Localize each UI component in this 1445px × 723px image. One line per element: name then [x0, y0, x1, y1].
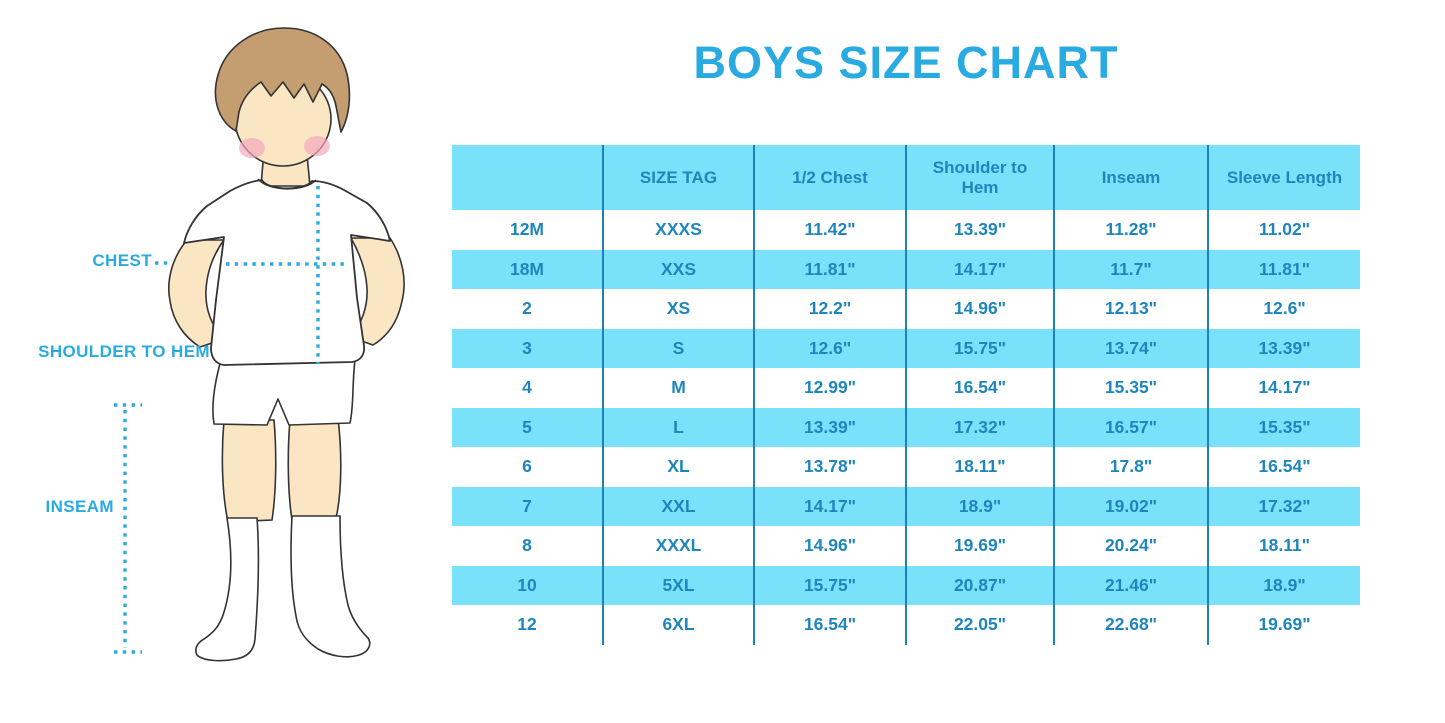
size-cell: 6: [452, 447, 602, 487]
blush-left: [239, 138, 265, 158]
page-title: BOYS SIZE CHART: [693, 37, 1119, 88]
left-sock: [195, 517, 260, 662]
sleeve-length-cell: 18.11": [1207, 526, 1360, 566]
size-tag-cell: 5XL: [602, 565, 753, 605]
inseam-cell: 11.7": [1053, 249, 1207, 289]
half-chest-cell: 13.39": [753, 407, 905, 447]
shoulder-hem-cell: 16.54": [905, 368, 1053, 408]
t-shirt: [183, 179, 391, 366]
size-tag-cell: XXS: [602, 249, 753, 289]
half-chest-cell: 13.78": [753, 447, 905, 487]
sleeve-length-cell: 11.02": [1207, 210, 1360, 250]
shoulder-hem-cell: 17.32": [905, 407, 1053, 447]
inseam-cell: 20.24": [1053, 526, 1207, 566]
right-sock: [290, 515, 371, 658]
sleeve-length-cell: 16.54": [1207, 447, 1360, 487]
size-tag-cell: XL: [602, 447, 753, 487]
half-chest-cell: 15.75": [753, 565, 905, 605]
shoulder-hem-cell: 13.39": [905, 210, 1053, 250]
header-size: [452, 145, 602, 210]
half-chest-cell: 14.96": [753, 526, 905, 566]
half-chest-cell: 12.6": [753, 328, 905, 368]
inseam-cell: 15.35": [1053, 368, 1207, 408]
size-tag-cell: S: [602, 328, 753, 368]
inseam-cell: 16.57": [1053, 407, 1207, 447]
sleeve-length-cell: 11.81": [1207, 249, 1360, 289]
sleeve-length-cell: 19.69": [1207, 605, 1360, 645]
measurement-diagram: CHEST SHOULDER TO HEM INSEAM: [0, 0, 450, 723]
inseam-cell: 12.13": [1053, 289, 1207, 329]
shoulder-hem-cell: 18.9": [905, 486, 1053, 526]
size-cell: 10: [452, 565, 602, 605]
header-inseam: Inseam: [1053, 145, 1207, 210]
size-cell: 5: [452, 407, 602, 447]
size-tag-cell: L: [602, 407, 753, 447]
size-table: SIZE TAG 1/2 Chest Shoulder to Hem Insea…: [452, 145, 1360, 645]
size-cell: 3: [452, 328, 602, 368]
sleeve-length-cell: 13.39": [1207, 328, 1360, 368]
sleeve-length-cell: 17.32": [1207, 486, 1360, 526]
shoulder-hem-cell: 15.75": [905, 328, 1053, 368]
shoulder-hem-cell: 14.17": [905, 249, 1053, 289]
shoulder-hem-cell: 22.05": [905, 605, 1053, 645]
inseam-cell: 17.8": [1053, 447, 1207, 487]
header-sleeve-length: Sleeve Length: [1207, 145, 1360, 210]
shorts: [212, 359, 356, 426]
collar-line: [257, 178, 317, 190]
inseam-label: INSEAM: [45, 497, 114, 516]
size-cell: 12M: [452, 210, 602, 250]
size-tag-cell: XXL: [602, 486, 753, 526]
size-tag-cell: XXXS: [602, 210, 753, 250]
hair: [214, 27, 351, 133]
size-cell: 8: [452, 526, 602, 566]
size-cell: 7: [452, 486, 602, 526]
header-half-chest: 1/2 Chest: [753, 145, 905, 210]
inseam-cell: 22.68": [1053, 605, 1207, 645]
size-tag-cell: XXXL: [602, 526, 753, 566]
shoulder-to-hem-label: SHOULDER TO HEM: [38, 342, 210, 361]
shoulder-hem-cell: 14.96": [905, 289, 1053, 329]
size-tag-cell: M: [602, 368, 753, 408]
size-cell: 12: [452, 605, 602, 645]
half-chest-cell: 16.54": [753, 605, 905, 645]
inseam-cell: 11.28": [1053, 210, 1207, 250]
shoulder-hem-cell: 20.87": [905, 565, 1053, 605]
size-cell: 18M: [452, 249, 602, 289]
half-chest-cell: 11.42": [753, 210, 905, 250]
boy-illustration: [114, 27, 405, 662]
blush-right: [304, 136, 330, 156]
half-chest-cell: 11.81": [753, 249, 905, 289]
inseam-cell: 13.74": [1053, 328, 1207, 368]
inseam-cell: 19.02": [1053, 486, 1207, 526]
right-thigh: [287, 417, 342, 521]
inseam-cell: 21.46": [1053, 565, 1207, 605]
size-cell: 2: [452, 289, 602, 329]
header-shoulder-to-hem: Shoulder to Hem: [905, 145, 1053, 210]
chest-label: CHEST: [92, 251, 152, 270]
sleeve-length-cell: 12.6": [1207, 289, 1360, 329]
sleeve-length-cell: 15.35": [1207, 407, 1360, 447]
half-chest-cell: 12.2": [753, 289, 905, 329]
size-cell: 4: [452, 368, 602, 408]
left-thigh: [221, 419, 277, 523]
sleeve-length-cell: 14.17": [1207, 368, 1360, 408]
inseam-guide: [114, 403, 142, 654]
header-size-tag: SIZE TAG: [602, 145, 753, 210]
size-tag-cell: XS: [602, 289, 753, 329]
shoulder-hem-cell: 18.11": [905, 447, 1053, 487]
half-chest-cell: 12.99": [753, 368, 905, 408]
half-chest-cell: 14.17": [753, 486, 905, 526]
sleeve-length-cell: 18.9": [1207, 565, 1360, 605]
size-tag-cell: 6XL: [602, 605, 753, 645]
shoulder-hem-cell: 19.69": [905, 526, 1053, 566]
